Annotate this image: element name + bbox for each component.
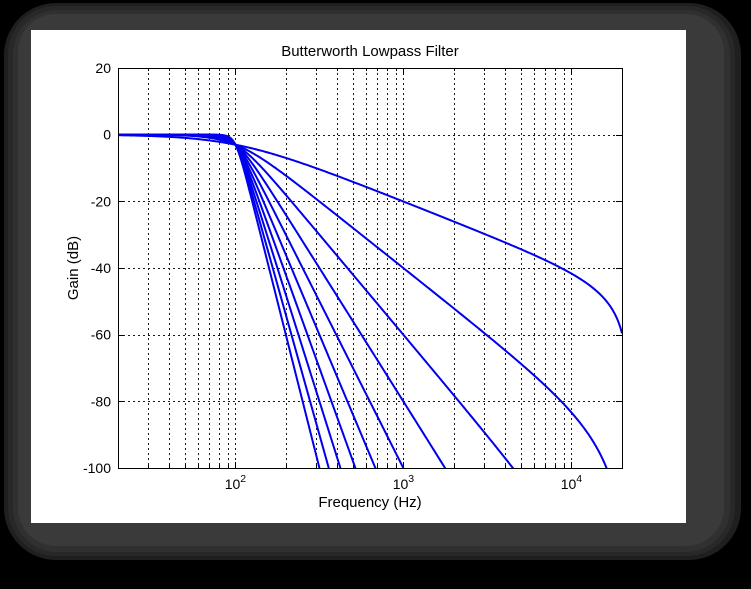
- y-tick-label: -80: [91, 393, 111, 409]
- curve-order-6: [118, 133, 377, 469]
- y-tick-label: -100: [83, 460, 111, 476]
- y-axis-label: Gain (dB): [65, 235, 82, 301]
- y-tick-label: 0: [103, 127, 111, 143]
- figure-canvas: 20 0 -20 -40 -60 -80 -100 102 103 104 Butterworth…: [31, 30, 686, 523]
- filter-curves: [118, 133, 623, 469]
- y-tick-labels: 20 0 -20 -40 -60 -80 -100: [83, 60, 111, 476]
- axes-box: [118, 68, 623, 469]
- y-tick-label: 20: [95, 60, 111, 76]
- curve-order-10: [118, 133, 321, 469]
- y-tick-label: -40: [91, 260, 111, 276]
- curve-order-3: [118, 133, 515, 469]
- curve-order-1: [118, 134, 623, 334]
- grid-lines: [118, 68, 622, 468]
- y-tick-label: -20: [91, 193, 111, 209]
- y-tick-label: -60: [91, 327, 111, 343]
- x-tick-label: 104: [561, 473, 583, 492]
- x-tick-label: 102: [225, 473, 247, 492]
- curve-order-7: [118, 133, 357, 469]
- chart-title: Butterworth Lowpass Filter: [281, 43, 459, 60]
- x-tick-labels: 102 103 104: [225, 473, 583, 492]
- curve-order-8: [118, 133, 342, 469]
- curve-order-4: [118, 133, 447, 469]
- curve-order-2: [118, 133, 609, 469]
- plot-svg: 20 0 -20 -40 -60 -80 -100 102 103 104: [83, 60, 623, 492]
- x-tick-label: 103: [393, 473, 415, 492]
- x-axis-label: Frequency (Hz): [318, 494, 422, 511]
